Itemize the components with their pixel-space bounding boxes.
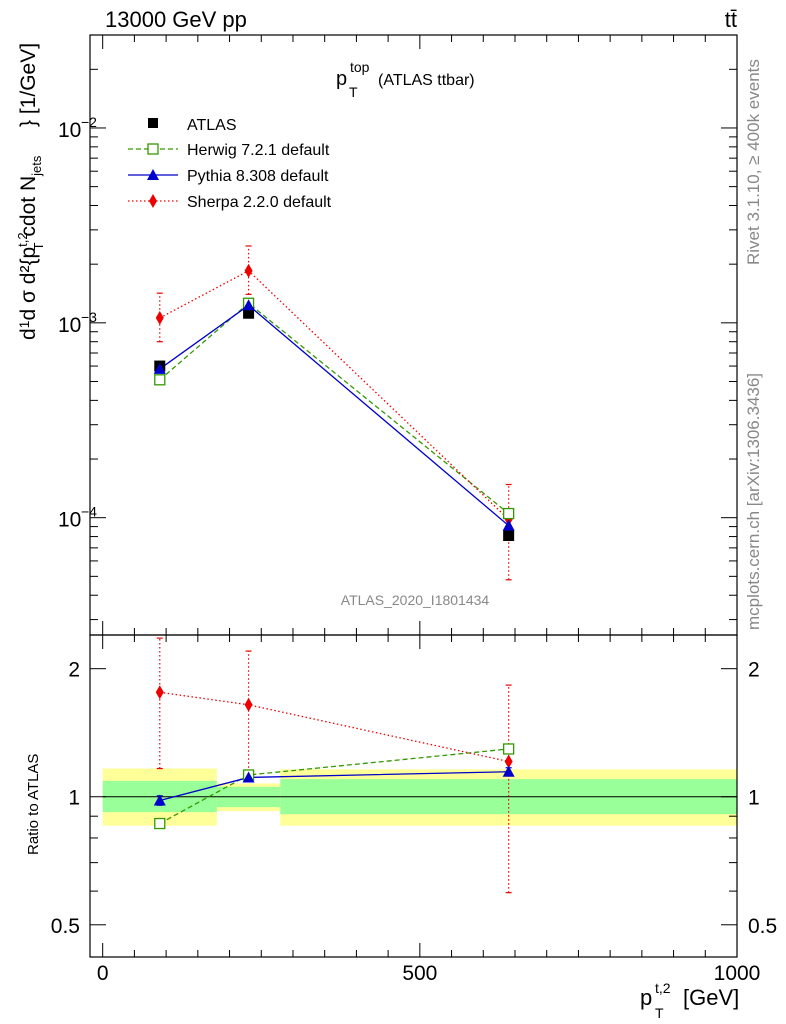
- analysis-watermark: ATLAS_2020_I1801434: [341, 592, 490, 608]
- ratio-y-tick-label: 0.5: [51, 915, 80, 938]
- ratio-y-tick-label: 1: [68, 787, 80, 810]
- main-point-atlas: [243, 307, 255, 319]
- ratio-y-tick-label-right: 2: [748, 659, 760, 682]
- x-tick-label: 500: [402, 962, 437, 985]
- plot-title: p top T (ATLAS ttbar): [336, 59, 475, 100]
- main-error-bars: [156, 245, 512, 581]
- title-sub: T: [349, 84, 358, 100]
- main-y-tick-exp: −4: [81, 504, 97, 520]
- ratio-y-tick-label-right: 0.5: [748, 915, 777, 938]
- ratio-point-herwig: [154, 817, 166, 830]
- x-axis-label: p t,2 T [GeV]: [640, 980, 739, 1021]
- x-axis-label-unit: [GeV]: [683, 985, 739, 1010]
- main-point-herwig: [502, 507, 515, 520]
- title-rest: (ATLAS ttbar): [378, 72, 475, 89]
- ratio-point-herwig: [502, 743, 515, 755]
- ratio-point-pythia: [502, 765, 515, 777]
- title-main: p: [336, 68, 347, 90]
- x-tick-label: 1000: [714, 962, 761, 985]
- ratio-point-sherpa: [504, 754, 513, 769]
- x-tick-label: 0: [97, 962, 109, 985]
- main-panel: 10−210−310−4 p top T (ATLAS ttbar) ATLAS…: [15, 34, 738, 636]
- title-sup: top: [350, 59, 370, 75]
- main-line-pythia: [159, 304, 510, 527]
- legend-pythia-marker: [147, 169, 159, 180]
- y-axis-label-main: d1d σ d²{pt,2T cdot Njets: [15, 155, 46, 340]
- ratio-point-pythia: [242, 771, 255, 783]
- main-markers: [153, 263, 515, 542]
- legend-atlas-marker: [148, 118, 158, 128]
- y-axis-label-unit: } [1/GeV]: [17, 43, 40, 127]
- legend-herwig-label: Herwig 7.2.1 default: [187, 142, 330, 159]
- main-y-tick-label: 10: [58, 509, 81, 532]
- legend-pythia-label: Pythia 8.308 default: [187, 168, 329, 185]
- main-y-tick-exp: −3: [81, 309, 97, 325]
- main-point-atlas: [503, 530, 515, 542]
- legend-atlas-label: ATLAS: [187, 117, 237, 134]
- main-point-herwig: [154, 374, 166, 386]
- main-y-tick-label: 10: [58, 314, 81, 337]
- ratio-ticks: 0.5 0.5 1 1 2 2 0 500 1000: [51, 635, 777, 985]
- ratio-line-sherpa: [159, 691, 509, 763]
- mcplots-label: mcplots.cern.ch [arXiv:1306.3436]: [744, 373, 763, 630]
- ratio-error-bars: [156, 637, 512, 894]
- ratio-point-sherpa: [155, 685, 164, 700]
- ratio-y-tick-label: 2: [68, 659, 80, 682]
- legend-sherpa-label: Sherpa 2.2.0 default: [187, 194, 332, 211]
- ratio-frame: [89, 634, 738, 958]
- main-ticks: 10−210−310−4: [58, 34, 738, 635]
- energy-label: 13000 GeV pp: [105, 7, 247, 32]
- main-y-tick-exp: −2: [81, 114, 97, 130]
- main-point-pythia: [153, 362, 166, 374]
- main-line-herwig: [159, 302, 510, 515]
- main-point-sherpa: [155, 310, 164, 325]
- rivet-label: Rivet 3.1.10, ≥ 400k events: [744, 59, 763, 265]
- process-label: tt̄: [725, 7, 737, 32]
- ratio-line-herwig: [159, 748, 509, 825]
- ratio-y-tick-label-right: 1: [748, 787, 760, 810]
- main-series-lines: [159, 269, 510, 527]
- x-axis-label-sup: t,2: [655, 980, 671, 996]
- x-axis-label-main: p: [640, 985, 652, 1010]
- legend-sherpa-marker: [149, 194, 157, 208]
- main-y-axis-label: d1d σ d²{pt,2T cdot Njets } [1/GeV]: [15, 43, 46, 340]
- legend-herwig-marker: [147, 143, 159, 155]
- ratio-point-pythia: [153, 794, 166, 806]
- ratio-point-sherpa: [244, 697, 253, 712]
- main-point-sherpa: [244, 263, 253, 278]
- x-axis-label-sub: T: [655, 1005, 664, 1021]
- ratio-markers: [153, 685, 515, 830]
- main-point-pythia: [502, 519, 515, 531]
- main-point-pythia: [242, 299, 255, 311]
- legend: ATLAS Herwig 7.2.1 default Pythia 8.308 …: [128, 117, 332, 211]
- ratio-y-axis-label: Ratio to ATLAS: [25, 754, 42, 855]
- ratio-panel: 0.5 0.5 1 1 2 2 0 500 1000 Ratio to ATLAS p t,2 …: [25, 634, 777, 1021]
- main-y-tick-label: 10: [58, 119, 81, 142]
